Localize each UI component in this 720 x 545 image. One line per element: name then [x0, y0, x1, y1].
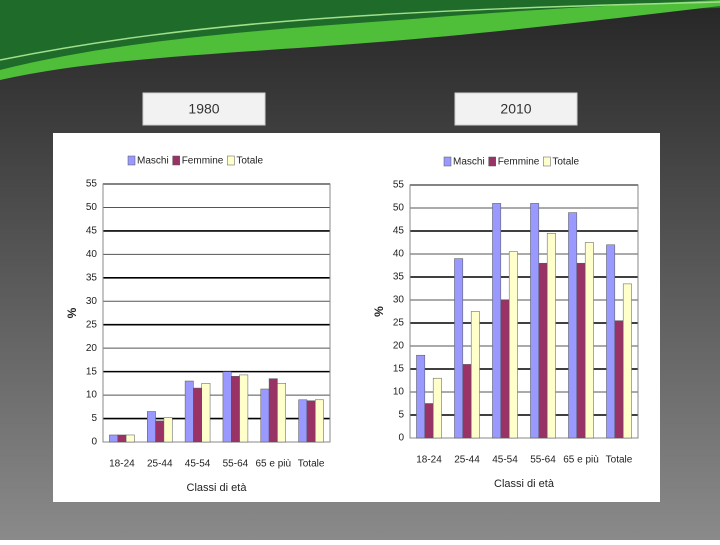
y-tick-label: 20 [86, 343, 98, 354]
bar [606, 244, 616, 439]
bar [470, 311, 480, 439]
bar [508, 251, 518, 439]
y-tick-label: 40 [86, 249, 98, 260]
y-tick-label: 55 [393, 180, 405, 191]
bar [306, 400, 316, 443]
chart-title: 2010 [500, 101, 531, 117]
legend-swatch [488, 156, 496, 167]
y-tick-label: 50 [86, 202, 98, 213]
x-tick-label: 18-24 [109, 459, 135, 470]
x-tick-label: 55-64 [530, 455, 556, 466]
bar [568, 212, 578, 439]
y-tick-label: 35 [393, 272, 405, 283]
bar [432, 377, 442, 439]
y-tick-label: 45 [86, 226, 98, 237]
y-tick-label: 25 [393, 318, 405, 329]
legend-swatch [127, 155, 136, 166]
bar [147, 411, 156, 443]
legend-label: Totale [236, 156, 263, 167]
y-tick-label: 0 [398, 433, 404, 444]
title-box [454, 92, 578, 126]
legend-label: Maschi [453, 157, 485, 168]
y-tick-label: 30 [393, 295, 405, 306]
legend-swatch [172, 155, 180, 166]
y-axis-label: % [372, 306, 386, 317]
y-tick-label: 10 [393, 387, 405, 398]
x-tick-label: 65 e più [563, 455, 599, 466]
bar [584, 242, 594, 439]
y-tick-label: 5 [91, 413, 97, 424]
bar [530, 203, 540, 439]
bar [163, 417, 173, 443]
x-tick-label: 65 e più [255, 459, 291, 470]
y-tick-label: 40 [393, 249, 405, 260]
plot-frame [409, 184, 639, 439]
legend-label: Totale [552, 157, 579, 168]
bar [538, 262, 548, 439]
legend-swatch [443, 156, 452, 167]
bar [125, 434, 135, 443]
bar [222, 371, 232, 443]
bar [155, 420, 165, 443]
bar [314, 399, 324, 443]
y-tick-label: 15 [86, 366, 98, 377]
bar [462, 364, 472, 439]
chart-title: 1980 [188, 101, 219, 117]
legend-swatch [227, 155, 235, 166]
y-tick-label: 45 [393, 226, 405, 237]
y-tick-label: 5 [398, 410, 404, 421]
x-tick-label: 18-24 [416, 455, 442, 466]
legend-label: Femmine [498, 157, 540, 168]
bar [184, 380, 194, 443]
x-axis-label: Classi di età [187, 482, 248, 494]
header-line [0, 1, 720, 61]
legend-swatch [543, 156, 551, 167]
bar [500, 299, 510, 439]
bar [546, 233, 556, 439]
y-tick-label: 15 [393, 364, 405, 375]
bar [231, 376, 240, 443]
legend-label: Femmine [182, 156, 224, 167]
x-tick-label: 25-44 [147, 459, 173, 470]
bar [268, 378, 278, 443]
bar [193, 387, 202, 443]
bar [260, 388, 270, 443]
y-tick-label: 0 [91, 437, 97, 448]
x-tick-label: Totale [606, 455, 633, 466]
y-axis-label: % [65, 307, 79, 318]
y-tick-label: 35 [86, 272, 98, 283]
title-box [142, 92, 266, 126]
x-tick-label: Totale [298, 459, 325, 470]
x-tick-label: 45-54 [492, 455, 518, 466]
x-tick-label: 45-54 [185, 459, 211, 470]
plot-frame [102, 183, 331, 443]
x-axis-label: Classi di età [494, 478, 555, 490]
y-tick-label: 25 [86, 319, 98, 330]
x-tick-label: 25-44 [454, 455, 480, 466]
bar [298, 399, 308, 443]
legend-label: Maschi [137, 156, 169, 167]
bar [454, 258, 464, 439]
bar [239, 374, 249, 443]
bar [117, 434, 127, 443]
bar [622, 283, 632, 439]
x-tick-label: 55-64 [223, 459, 249, 470]
bar [109, 434, 119, 443]
y-tick-label: 30 [86, 296, 98, 307]
bar [492, 203, 502, 439]
y-tick-label: 55 [86, 179, 98, 190]
y-tick-label: 10 [86, 390, 98, 401]
bar [201, 383, 211, 443]
bar [416, 354, 426, 439]
y-tick-label: 20 [393, 341, 405, 352]
bar [277, 383, 286, 443]
header-swoosh-light [0, 0, 720, 80]
bar [614, 320, 624, 439]
bar [424, 403, 434, 439]
y-tick-label: 50 [393, 203, 405, 214]
bar [576, 262, 586, 439]
